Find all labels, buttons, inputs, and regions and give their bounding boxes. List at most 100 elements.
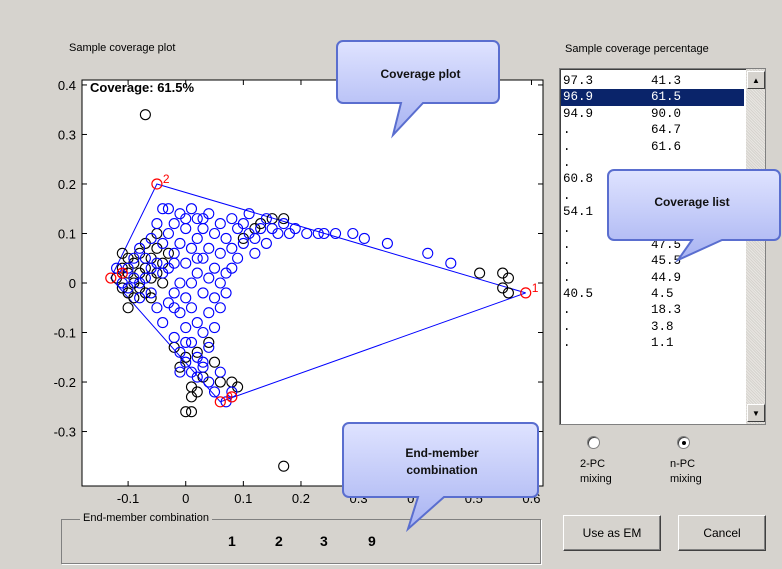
list-cell-col2: 61.6 <box>651 139 682 154</box>
sample-point-inside <box>174 237 186 249</box>
list-cell-col1: 40.5 <box>563 287 594 302</box>
sample-point-inside <box>174 277 186 289</box>
list-title: Sample coverage percentage <box>565 43 709 55</box>
endmember-point <box>116 267 128 279</box>
sample-point-inside <box>168 302 180 314</box>
list-row[interactable]: 97.3 41.3 <box>561 73 744 89</box>
sample-point-inside <box>318 227 330 240</box>
sample-point-inside <box>214 302 226 314</box>
sample-point-inside <box>208 322 221 334</box>
y-tick-label: 0.4 <box>58 78 76 93</box>
sample-point-outside <box>145 292 157 304</box>
y-tick-label: 0.1 <box>58 226 76 241</box>
use-as-em-button[interactable]: Use as EM <box>563 515 661 551</box>
scroll-down-button[interactable]: ▼ <box>747 404 765 422</box>
sample-point-inside <box>180 257 192 269</box>
y-tick-label: 0.2 <box>58 177 76 192</box>
sample-point-inside <box>168 257 180 269</box>
list-cell-col1: . <box>563 155 571 170</box>
arrow-down-icon: ▼ <box>752 408 760 418</box>
sample-point-inside <box>145 287 157 299</box>
sample-point-outside <box>180 406 192 418</box>
sample-point-outside <box>185 381 198 393</box>
sample-point-inside <box>174 366 186 378</box>
sample-point-inside <box>237 237 249 249</box>
list-cell-col1: . <box>563 139 571 154</box>
em-number-9: 9 <box>368 533 376 549</box>
list-cell-col1: . <box>563 237 571 252</box>
x-tick-label: 0.2 <box>292 491 310 506</box>
sample-point-outside <box>128 292 140 304</box>
sample-point-inside <box>191 213 203 225</box>
sample-point-inside <box>180 356 192 368</box>
list-cell-col2: 41.3 <box>651 74 682 88</box>
sample-point-inside <box>203 341 215 353</box>
em-number-1: 1 <box>228 533 236 549</box>
list-row[interactable]: 94.9 90.0 <box>561 106 744 122</box>
callout-coverage-plot-text: Coverage plot <box>380 67 461 81</box>
em-number-2: 2 <box>275 533 283 549</box>
x-tick-label: 0.1 <box>234 491 252 506</box>
y-tick-label: 0.3 <box>58 127 76 142</box>
sample-point-inside <box>226 213 238 225</box>
sample-point-inside <box>208 292 221 304</box>
sample-point-inside <box>278 218 290 230</box>
sample-point-outside <box>502 287 514 299</box>
sample-point-inside <box>226 386 238 398</box>
sample-point-inside <box>197 252 209 264</box>
sample-point-outside <box>208 356 221 368</box>
list-cell-col1: . <box>563 221 571 236</box>
sample-point-inside <box>197 213 209 225</box>
endmember-point <box>214 396 226 408</box>
list-cell-col1: 96.9 <box>563 90 594 105</box>
list-row[interactable]: . <box>561 155 744 171</box>
sample-point-outside <box>122 302 134 314</box>
list-row[interactable]: . 3.8 <box>561 319 744 335</box>
list-row[interactable]: . <box>561 221 744 237</box>
list-row[interactable]: . 44.9 <box>561 270 744 286</box>
sample-point-inside <box>162 203 174 215</box>
list-scrollbar[interactable]: ▲ ▼ <box>746 69 765 424</box>
x-tick-label: 0 <box>182 491 189 506</box>
endmember-label: 3 <box>117 266 124 280</box>
list-row[interactable]: . 47.5 <box>561 237 744 253</box>
list-row[interactable]: . 18.3 <box>561 302 744 318</box>
list-row[interactable]: . 61.6 <box>561 139 744 155</box>
list-cell-col2: 61.5 <box>651 90 682 105</box>
list-row[interactable]: 96.9 61.5 <box>561 89 744 106</box>
list-row[interactable]: . <box>561 188 744 204</box>
coverage-listbox[interactable]: 97.341.396.961.594.990.0.64.7.61.6.60.82… <box>559 68 766 425</box>
sample-point-outside <box>278 460 290 472</box>
end-member-groupbox: End-member combination <box>61 512 541 564</box>
list-row[interactable]: 40.5 4.5 <box>561 286 744 302</box>
sample-point-inside <box>445 257 457 269</box>
sample-point-inside <box>214 366 226 378</box>
list-cell-col1: . <box>563 336 571 351</box>
radio-2pc-mixing[interactable] <box>587 436 600 449</box>
list-cell-col2: 90.0 <box>651 106 682 121</box>
sample-point-outside <box>191 346 203 358</box>
sample-point-inside <box>185 366 198 378</box>
sample-point-inside <box>214 218 226 230</box>
sample-point-inside <box>232 252 244 264</box>
y-tick-label: -0.3 <box>54 425 76 440</box>
list-row[interactable]: . 1.1 <box>561 335 744 351</box>
list-cell-col1: 97.3 <box>563 74 594 88</box>
sample-point-inside <box>249 247 261 259</box>
list-row[interactable]: . 64.7 <box>561 122 744 138</box>
plot-title: Sample coverage plot <box>69 42 176 54</box>
list-cell-col1: 94.9 <box>563 106 594 121</box>
cancel-button[interactable]: Cancel <box>678 515 766 551</box>
sample-point-inside <box>249 232 261 244</box>
sample-point-inside <box>168 287 180 299</box>
sample-point-inside <box>260 213 272 225</box>
sample-point-inside <box>260 237 272 249</box>
sample-point-inside <box>168 218 180 230</box>
sample-point-inside <box>168 331 180 344</box>
list-row[interactable]: . 45.5 <box>561 253 744 269</box>
endmember-label: 2 <box>163 172 170 186</box>
sample-point-inside <box>220 232 232 244</box>
scroll-up-button[interactable]: ▲ <box>747 71 765 89</box>
radio-npc-mixing[interactable] <box>677 436 690 449</box>
sample-point-inside <box>197 356 209 368</box>
